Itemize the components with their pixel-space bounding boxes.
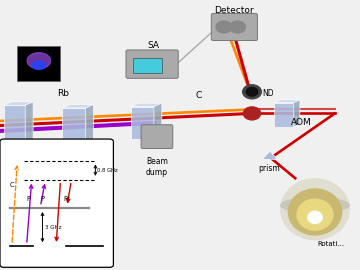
Text: C: C (10, 182, 14, 188)
Polygon shape (4, 102, 33, 105)
Ellipse shape (297, 199, 333, 230)
Polygon shape (131, 107, 154, 139)
Text: P: P (27, 196, 31, 202)
Text: Beam
dump: Beam dump (146, 157, 168, 177)
Text: Rb: Rb (57, 89, 69, 98)
Circle shape (230, 21, 246, 33)
Polygon shape (4, 105, 25, 143)
Text: C: C (196, 91, 202, 100)
Ellipse shape (281, 179, 349, 240)
Ellipse shape (32, 61, 46, 69)
Text: P: P (40, 196, 45, 202)
Polygon shape (154, 103, 162, 139)
Polygon shape (86, 104, 94, 143)
Polygon shape (274, 100, 300, 103)
Polygon shape (62, 108, 86, 143)
Text: prism: prism (258, 164, 280, 173)
Ellipse shape (27, 53, 50, 69)
Polygon shape (294, 100, 300, 127)
FancyBboxPatch shape (126, 50, 178, 78)
Text: 0.8 GHz: 0.8 GHz (97, 168, 118, 173)
Polygon shape (131, 103, 162, 107)
Polygon shape (25, 102, 33, 143)
Polygon shape (274, 103, 294, 127)
Text: Detector: Detector (215, 6, 254, 15)
FancyBboxPatch shape (17, 46, 60, 81)
Circle shape (243, 107, 261, 120)
Text: 3 GHz: 3 GHz (45, 225, 61, 230)
Circle shape (246, 87, 258, 96)
Text: Pr: Pr (64, 196, 70, 202)
Polygon shape (62, 104, 94, 108)
FancyBboxPatch shape (211, 14, 257, 40)
Circle shape (243, 85, 261, 99)
Text: AOM: AOM (291, 118, 312, 127)
Polygon shape (262, 151, 277, 159)
Text: Rotati...: Rotati... (318, 241, 345, 247)
Circle shape (216, 21, 232, 33)
Text: SA: SA (147, 41, 159, 50)
Ellipse shape (288, 189, 342, 235)
Ellipse shape (281, 198, 349, 213)
FancyBboxPatch shape (133, 58, 162, 73)
FancyBboxPatch shape (0, 139, 113, 267)
Text: ND: ND (262, 89, 274, 98)
FancyBboxPatch shape (141, 125, 173, 148)
Ellipse shape (308, 211, 322, 224)
